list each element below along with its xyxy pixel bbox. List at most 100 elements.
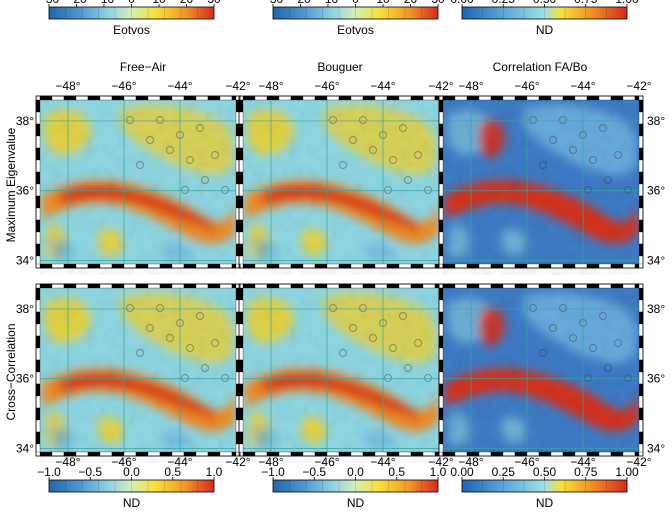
frame-segment: [586, 263, 600, 269]
frame-segment: [438, 159, 444, 173]
frame-segment: [550, 263, 564, 269]
frame-segment: [466, 263, 480, 269]
frame-segment: [35, 323, 41, 337]
frame-segment: [278, 95, 292, 101]
longitude-tick-label: −48°: [258, 455, 283, 469]
colorbar-tick-label: −10: [94, 0, 115, 6]
frame-segment: [35, 371, 41, 385]
seamount-relief: [126, 116, 134, 124]
frame-segment: [610, 263, 624, 269]
longitude-tick-label: −42°: [428, 79, 453, 93]
frame-segment: [638, 383, 644, 397]
frame-segment: [290, 451, 304, 457]
colorbar-tick-label: 0.00: [450, 465, 474, 479]
frame-segment: [638, 99, 644, 113]
frame-segment: [638, 287, 644, 301]
frame-segment: [87, 283, 101, 289]
longitude-tick-label: −48°: [258, 79, 283, 93]
seamount-relief: [156, 304, 164, 312]
frame-segment: [238, 255, 244, 265]
frame-segment: [238, 419, 244, 433]
frame-segment: [574, 263, 588, 269]
frame-segment: [35, 159, 41, 173]
frame-segment: [238, 195, 244, 209]
frame-segment: [35, 219, 41, 233]
colorbar-tick-label: −30: [39, 0, 60, 6]
frame-segment: [410, 263, 424, 269]
frame-segment: [195, 283, 209, 289]
frame-segment: [238, 371, 244, 385]
frame-segment: [238, 431, 244, 445]
frame-segment: [386, 263, 400, 269]
frame-segment: [638, 443, 644, 453]
frame-segment: [434, 263, 440, 269]
seamount-relief: [186, 156, 194, 164]
frame-segment: [254, 283, 268, 289]
frame-segment: [231, 95, 237, 101]
top-colorbars: −30 −20 −10 0 10 20 30 Eotvos −30 −20 −10 0 10 20 30 Eo…: [39, 0, 639, 37]
frame-segment: [574, 283, 588, 289]
colorbar-tick-label: 0.25: [492, 465, 516, 479]
top-colorbar-0: −30 −20 −10 0 10 20 30 Eotvos: [39, 0, 221, 37]
latitude-tick-label: 38°: [647, 302, 665, 316]
frame-segment: [183, 263, 197, 269]
frame-segment: [466, 95, 480, 101]
frame-segment: [526, 283, 540, 289]
frame-segment: [638, 183, 644, 197]
seamount-relief: [549, 136, 557, 144]
relief-texture: [443, 288, 639, 452]
colorbar-tick-label: −30: [263, 0, 284, 6]
frame-segment: [238, 171, 244, 185]
frame-segment: [438, 359, 444, 373]
frame-segment: [238, 243, 244, 257]
frame-segment: [374, 283, 388, 289]
frame-segment: [438, 123, 444, 137]
longitude-tick-label: −48°: [55, 455, 80, 469]
frame-segment: [231, 283, 237, 289]
relief-texture: [40, 288, 236, 452]
frame-segment: [638, 159, 644, 173]
frame-segment: [610, 95, 624, 101]
longitude-tick-label: −42°: [225, 79, 250, 93]
frame-segment: [171, 263, 185, 269]
frame-segment: [550, 95, 564, 101]
colorbar-tick-label: 0.25: [492, 0, 516, 6]
frame-segment: [610, 283, 624, 289]
colorbar-tick-label: 0: [352, 0, 359, 6]
seamount-relief: [211, 339, 219, 347]
frame-segment: [123, 95, 137, 101]
colorbar-tick-label: −1.0: [261, 465, 285, 479]
seamount-relief: [569, 334, 577, 342]
seamount-relief: [529, 116, 537, 124]
seamount-relief: [559, 116, 567, 124]
seamount-relief: [604, 176, 612, 184]
frame-segment: [638, 335, 644, 349]
frame-segment: [51, 283, 65, 289]
colorbar-tick-label: 0.0: [347, 465, 364, 479]
frame-segment: [398, 263, 412, 269]
column-title-free-air: Free−Air: [120, 60, 166, 74]
frame-segment: [35, 407, 41, 421]
column-title-correlation: Correlation FA/Bo: [493, 60, 588, 74]
frame-segment: [442, 263, 456, 269]
frame-segment: [638, 207, 644, 221]
frame-segment: [622, 283, 636, 289]
frame-segment: [111, 95, 125, 101]
frame-segment: [514, 263, 528, 269]
frame-segment: [238, 207, 244, 221]
frame-segment: [598, 451, 612, 457]
frame-segment: [238, 219, 244, 233]
frame-segment: [183, 283, 197, 289]
frame-segment: [638, 219, 644, 233]
frame-segment: [35, 395, 41, 409]
frame-segment: [238, 299, 244, 313]
frame-segment: [598, 95, 612, 101]
seamount-relief: [599, 124, 607, 132]
frame-segment: [207, 451, 221, 457]
frame-segment: [35, 419, 41, 433]
frame-segment: [454, 283, 468, 289]
map-panel-1: [238, 95, 444, 269]
frame-segment: [238, 323, 244, 337]
longitude-tick-label: −46°: [314, 79, 339, 93]
frame-segment: [35, 195, 41, 209]
